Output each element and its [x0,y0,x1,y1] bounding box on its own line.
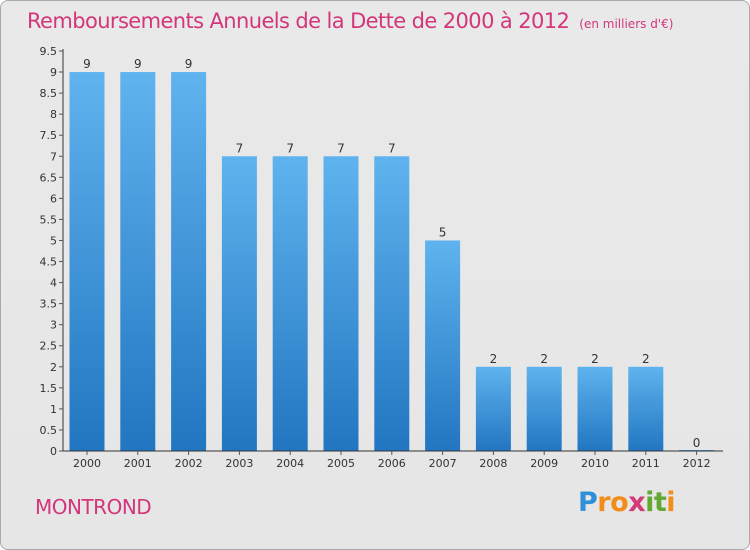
y-tick-label: 9.5 [40,45,58,58]
y-tick-label: 6 [50,192,57,205]
bar-2008 [475,366,511,451]
data-label-2007: 5 [439,225,447,239]
y-tick-label: 2 [50,361,57,374]
y-axis: 0 0.5 1 1.5 2 2.5 3 3.5 4 4.5 5 5.5 6 6.5 7 7.5 8 8.5 9 9.5 [40,45,64,458]
x-tick-label-2005: 2005 [327,457,355,470]
logo-letter: i [645,487,654,518]
logo-letter: r [597,487,611,518]
y-tick-label: 0 [50,445,57,458]
x-tick-label-2000: 2000 [73,457,101,470]
y-tick-label: 1.5 [40,382,58,395]
data-label-2011: 2 [642,352,650,366]
logo-letter: i [666,487,676,518]
x-tick-label-2001: 2001 [124,457,152,470]
x-tick-label-2008: 2008 [479,457,507,470]
city-name: MONTROND [35,495,152,519]
bar-2011 [628,366,664,451]
bar-2007 [425,240,461,451]
data-label-2004: 7 [286,141,294,155]
logo-letter: o [610,487,629,518]
data-label-2012: 0 [693,436,701,450]
data-label-2006: 7 [388,141,396,155]
bar-2001 [120,72,156,451]
bar-2010 [577,366,613,451]
logo-letter: P [578,487,598,518]
x-tick-label-2012: 2012 [683,457,711,470]
bar-2009 [526,366,562,451]
y-tick-label: 7.5 [40,129,58,142]
bar-2005 [323,156,359,451]
y-tick-label: 7 [50,150,57,163]
data-label-2000: 9 [83,57,91,71]
logo-letter: t [653,487,667,518]
y-tick-label: 4 [50,277,57,290]
x-tick-label-2004: 2004 [276,457,304,470]
y-tick-label: 5 [50,234,57,247]
y-tick-label: 4.5 [40,256,58,269]
chart-title-text: Remboursements Annuels de la Dette de 20… [27,9,570,33]
y-tick-label: 8.5 [40,87,58,100]
data-label-2005: 7 [337,141,345,155]
x-tick-label-2009: 2009 [530,457,558,470]
data-label-2003: 7 [236,141,244,155]
data-label-2009: 2 [540,352,548,366]
y-tick-label: 2.5 [40,340,58,353]
data-label-2008: 2 [490,352,498,366]
data-label-2001: 9 [134,57,142,71]
x-tick-label-2002: 2002 [175,457,203,470]
bar-2003 [221,156,257,451]
y-tick-label: 0.5 [40,424,58,437]
x-tick-label-2010: 2010 [581,457,609,470]
x-tick-label-2007: 2007 [429,457,457,470]
y-tick-label: 1 [50,403,57,416]
chart-title: Remboursements Annuels de la Dette de 20… [27,9,673,33]
data-label-2002: 9 [185,57,193,71]
y-tick-label: 8 [50,108,57,121]
x-tick-label-2011: 2011 [632,457,660,470]
y-tick-label: 6.5 [40,171,58,184]
x-tick-label-2006: 2006 [378,457,406,470]
bar-2000 [69,72,105,451]
data-label-2010: 2 [591,352,599,366]
proxiti-logo: Proxiti [578,487,676,518]
bar-2002 [171,72,207,451]
logo-letter: x [628,487,646,518]
y-tick-label: 3.5 [40,298,58,311]
bar-2004 [272,156,308,451]
y-tick-label: 9 [50,66,57,79]
x-axis: 2000 2001 2002 2003 2004 2005 2006 2007 2008 2009… [63,450,723,470]
x-tick-label-2003: 2003 [225,457,253,470]
y-tick-label: 3 [50,319,57,332]
chart-unit: (en milliers d'€) [579,17,674,31]
bar-2006 [374,156,410,451]
bars: 9 9 9 7 7 7 7 5 2 2 2 2 0 [69,57,715,451]
y-tick-label: 5.5 [40,213,58,226]
